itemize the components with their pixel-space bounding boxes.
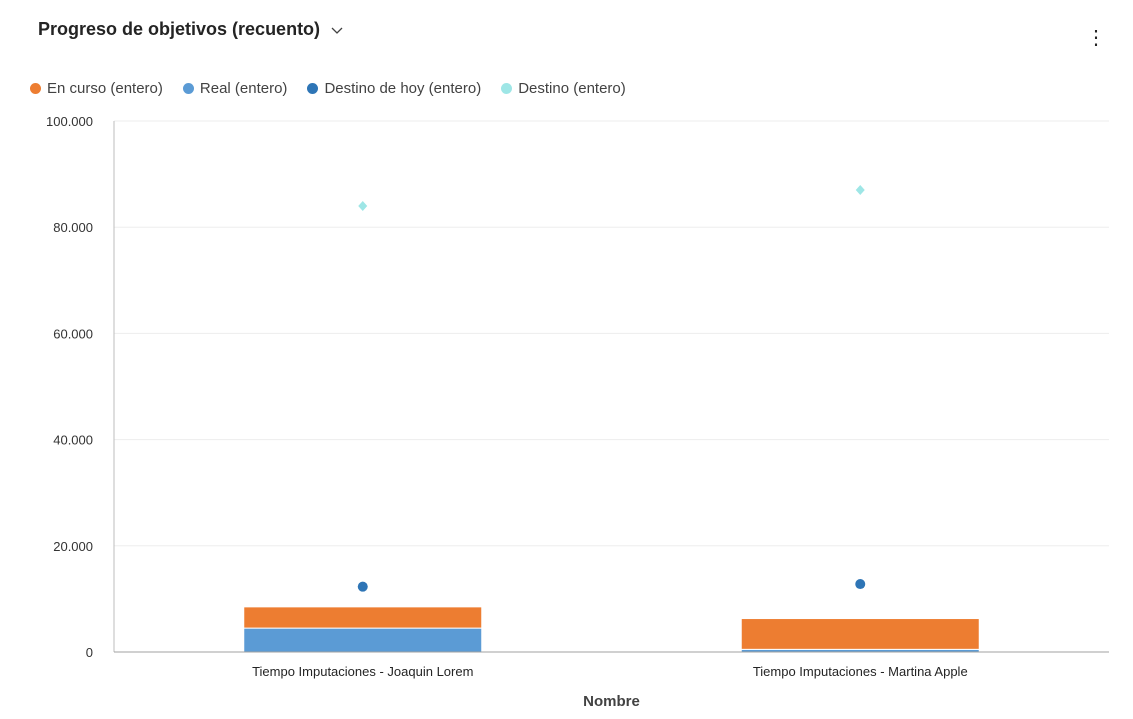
y-tick-label: 60.000 [53,326,93,341]
y-tick-label: 20.000 [53,539,93,554]
bar-en [740,618,980,650]
point-destino-hoy [357,581,368,592]
y-tick-label: 80.000 [53,220,93,235]
chart-title: Progreso de objetivos (recuento) [38,19,321,39]
legend-item-real[interactable]: Real (entero) [182,80,288,97]
x-axis-title: Nombre [583,693,640,710]
bar-real [243,627,483,653]
point-destino [358,200,368,211]
y-tick-label: 100.000 [46,114,93,129]
point-destino [855,185,865,196]
legend-label: Destino de hoy (entero) [324,80,482,97]
legend-marker [501,83,513,94]
legend-item-destino-hoy[interactable]: Destino de hoy (entero) [307,80,481,97]
chart-title-dropdown[interactable]: Progreso de objetivos (recuento) [38,19,344,40]
chevron-down-icon [331,27,343,34]
more-options-button[interactable]: ⋮ [1086,27,1106,49]
legend-item-destino[interactable]: Destino (entero) [501,80,626,97]
legend-label: En curso (entero) [47,80,163,97]
legend-item-en-curso[interactable]: En curso (entero) [30,80,163,97]
y-tick-label: 0 [86,645,93,660]
bar-en [243,606,483,629]
legend-label: Real (entero) [199,80,288,97]
legend-marker [182,83,194,94]
point-destino-hoy [855,579,866,590]
legend-label: Destino (entero) [518,80,626,97]
legend: En curso (entero) Real (entero) Destino … [30,80,626,97]
x-tick-label: Tiempo Imputaciones - Joaquin Lorem [252,664,473,679]
x-tick-label: Tiempo Imputaciones - Martina Apple [753,664,968,679]
legend-marker [30,83,41,94]
y-tick-label: 40.000 [53,433,93,448]
legend-marker [307,83,319,94]
